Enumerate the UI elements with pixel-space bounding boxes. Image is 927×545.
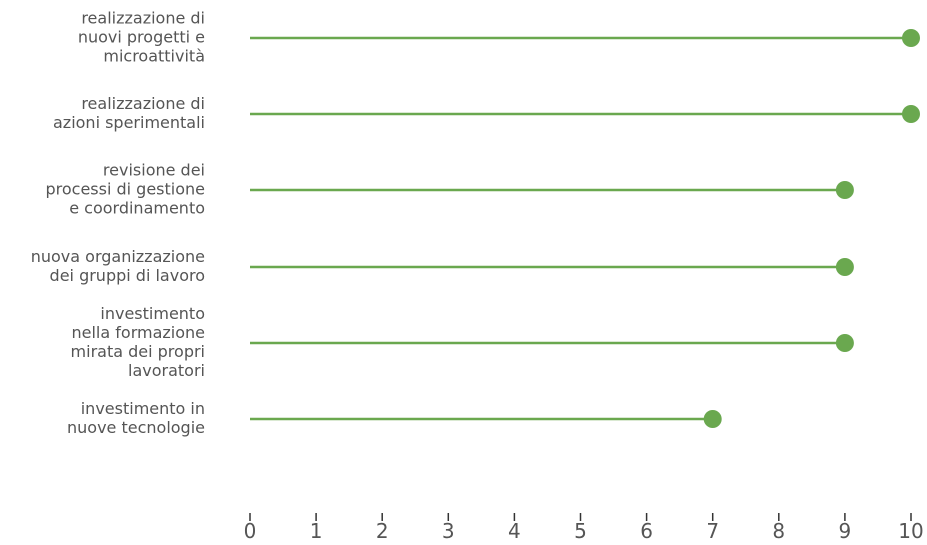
x-tick-label: 5	[574, 519, 587, 541]
x-tick-label: 2	[376, 519, 389, 541]
lollipop-marker	[902, 29, 920, 47]
category-label-line: mirata dei propri	[71, 342, 205, 361]
category-label-line: nuova organizzazione	[31, 247, 205, 266]
category-label-line: microattività	[103, 47, 205, 66]
category-label: investimento nella formazione mirata dei p…	[71, 304, 205, 380]
category-label-line: nuove tecnologie	[67, 418, 205, 437]
x-tick-label: 6	[640, 519, 653, 541]
x-tick-label: 9	[839, 519, 852, 541]
category-label-line: nella formazione	[72, 323, 206, 342]
category-label-line: investimento in	[81, 399, 205, 418]
category-label-line: realizzazione di	[81, 9, 205, 28]
category-label-line: dei gruppi di lavoro	[50, 266, 205, 285]
category-label: realizzazione di nuovi progetti e microatt…	[78, 9, 205, 66]
category-label-line: azioni sperimentali	[53, 113, 205, 132]
x-tick-label: 4	[508, 519, 521, 541]
category-label-line: investimento	[100, 304, 205, 323]
lollipop-marker	[835, 258, 854, 276]
category-label: investimento in nuove tecnologie	[67, 399, 205, 437]
category-label-line: revisione dei	[103, 161, 205, 180]
category-label-line: lavoratori	[128, 361, 205, 380]
category-label-line: processi di gestione	[45, 180, 205, 199]
lollipop-marker	[902, 105, 920, 123]
x-tick-label: 8	[772, 519, 785, 541]
category-label: nuova organizzazione dei gruppi di lavoro	[31, 247, 205, 285]
lollipop-marker	[703, 410, 722, 428]
lollipop-marker	[835, 181, 854, 199]
category-label-line: nuovi progetti e	[78, 28, 205, 47]
x-tick-label: 0	[244, 519, 257, 541]
category-label-line: e coordinamento	[69, 199, 205, 218]
x-tick-label: 1	[310, 519, 323, 541]
category-label: revisione dei processi di gestione e coord…	[45, 161, 205, 218]
x-tick-label: 3	[442, 519, 455, 541]
category-label-line: realizzazione di	[81, 94, 205, 113]
x-tick-label: 10	[898, 519, 923, 541]
lollipop-marker	[835, 334, 854, 352]
x-tick-label: 7	[706, 519, 719, 541]
category-label: realizzazione di azioni sperimentali	[53, 94, 205, 132]
